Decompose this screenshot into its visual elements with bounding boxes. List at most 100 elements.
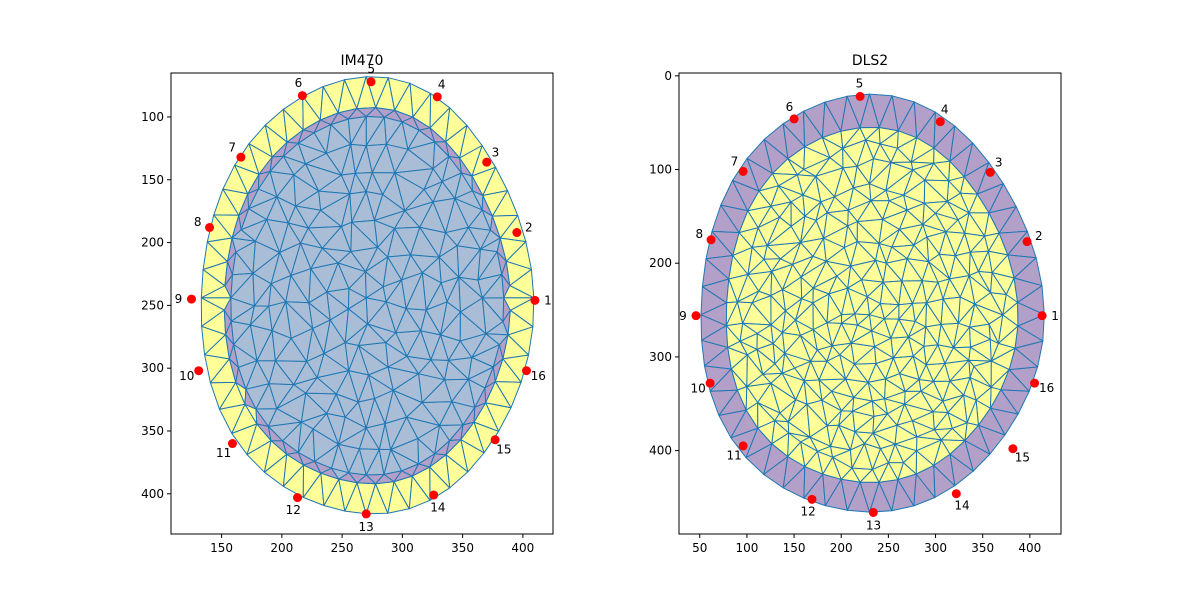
x-tick-label: 350 bbox=[971, 541, 994, 555]
electrode-label: 3 bbox=[492, 146, 500, 160]
y-tick-label: 350 bbox=[141, 424, 164, 438]
electrode-label: 12 bbox=[286, 503, 301, 517]
electrode-label: 2 bbox=[525, 220, 533, 234]
x-tick-label: 250 bbox=[877, 541, 900, 555]
electrode-label: 16 bbox=[1039, 381, 1054, 395]
x-tick-label: 300 bbox=[924, 541, 947, 555]
electrode-label: 7 bbox=[731, 155, 739, 169]
x-tick-label: 200 bbox=[270, 541, 293, 555]
electrode-marker bbox=[738, 441, 748, 451]
y-tick-label: 200 bbox=[141, 236, 164, 250]
subplot-im470: 150 200 250 300 350 400 100 150 200 250 300 350 400 I… bbox=[141, 53, 554, 555]
mesh-triangle bbox=[358, 323, 387, 346]
electrode-label: 10 bbox=[179, 369, 194, 383]
electrode-label: 16 bbox=[531, 369, 546, 383]
electrode-marker bbox=[293, 493, 303, 503]
electrode-label: 6 bbox=[786, 100, 794, 114]
y-tick-label: 300 bbox=[649, 350, 672, 364]
electrode-marker bbox=[490, 435, 500, 445]
electrode-marker bbox=[521, 366, 531, 376]
electrode-label: 12 bbox=[800, 505, 815, 519]
electrode-marker bbox=[868, 507, 878, 517]
x-tick-label: 50 bbox=[692, 541, 707, 555]
electrode-marker bbox=[951, 489, 961, 499]
electrode-marker bbox=[935, 117, 945, 127]
electrode-marker bbox=[855, 91, 865, 101]
y-tick-label: 300 bbox=[141, 361, 164, 375]
electrode-marker bbox=[789, 114, 799, 124]
subplot-dls2: 50 100 150 200 250 300 350 400 0 100 200 300 400 DLS2… bbox=[649, 53, 1062, 555]
electrode-label: 7 bbox=[228, 141, 236, 155]
electrode-label: 11 bbox=[216, 446, 231, 460]
electrode-label: 4 bbox=[438, 78, 446, 92]
electrode-marker bbox=[1008, 444, 1018, 454]
electrode-label: 13 bbox=[359, 520, 374, 534]
y-tick-label: 100 bbox=[141, 110, 164, 124]
electrode-marker bbox=[1037, 311, 1047, 321]
y-tick-label: 100 bbox=[649, 163, 672, 177]
electrode-label: 1 bbox=[544, 294, 552, 308]
electrode-marker bbox=[482, 157, 492, 167]
electrode-marker bbox=[705, 378, 715, 388]
electrode-marker bbox=[691, 311, 701, 321]
electrode-marker bbox=[807, 494, 817, 504]
electrode-marker bbox=[706, 235, 716, 245]
x-tick-label: 300 bbox=[391, 541, 414, 555]
mesh bbox=[200, 76, 535, 515]
axes-frame bbox=[170, 72, 554, 535]
x-tick-label: 250 bbox=[331, 541, 354, 555]
electrode-label: 9 bbox=[679, 309, 687, 323]
electrode-marker bbox=[530, 295, 540, 305]
electrode-label: 5 bbox=[367, 62, 375, 76]
x-tick-label: 400 bbox=[1018, 541, 1041, 555]
chart-title: IM470 bbox=[341, 53, 384, 69]
electrode-label: 15 bbox=[1015, 451, 1030, 465]
electrode-marker bbox=[432, 92, 442, 102]
electrode-label: 5 bbox=[856, 76, 864, 90]
electrode-label: 4 bbox=[941, 103, 949, 117]
electrode-marker bbox=[738, 166, 748, 176]
electrode-marker bbox=[1030, 378, 1040, 388]
chart-title: DLS2 bbox=[852, 53, 888, 69]
electrode-marker bbox=[1022, 237, 1032, 247]
axes-frame bbox=[678, 72, 1062, 535]
electrode-marker bbox=[361, 509, 371, 519]
electrode-label: 8 bbox=[695, 227, 703, 241]
x-tick-label: 150 bbox=[783, 541, 806, 555]
x-tick-label: 100 bbox=[735, 541, 758, 555]
electrode-marker bbox=[205, 223, 215, 233]
y-tick-label: 400 bbox=[649, 444, 672, 458]
electrode-marker bbox=[186, 294, 196, 304]
electrode-label: 3 bbox=[995, 155, 1003, 169]
electrode-label: 10 bbox=[691, 381, 706, 395]
mesh-triangle bbox=[365, 271, 384, 299]
electrode-label: 1 bbox=[1051, 309, 1059, 323]
mesh bbox=[700, 93, 1045, 513]
electrode-label: 9 bbox=[175, 292, 183, 306]
electrode-marker bbox=[227, 439, 237, 449]
electrode-label: 15 bbox=[496, 442, 511, 456]
electrode-label: 14 bbox=[954, 498, 969, 512]
mesh-triangle bbox=[866, 296, 881, 316]
y-tick-label: 250 bbox=[141, 298, 164, 312]
y-tick-label: 150 bbox=[141, 173, 164, 187]
electrode-marker bbox=[236, 152, 246, 162]
x-tick-label: 200 bbox=[830, 541, 853, 555]
x-tick-label: 150 bbox=[210, 541, 233, 555]
electrode-label: 11 bbox=[726, 448, 741, 462]
electrode-label: 14 bbox=[430, 500, 445, 514]
electrode-label: 13 bbox=[866, 518, 881, 532]
electrode-marker bbox=[366, 77, 376, 87]
electrode-label: 2 bbox=[1035, 229, 1043, 243]
electrode-marker bbox=[512, 228, 522, 238]
x-tick-label: 350 bbox=[451, 541, 474, 555]
electrode-marker bbox=[297, 91, 307, 101]
y-tick-label: 200 bbox=[649, 256, 672, 270]
electrode-marker bbox=[985, 167, 995, 177]
y-tick-label: 400 bbox=[141, 487, 164, 501]
electrode-marker bbox=[429, 490, 439, 500]
electrode-label: 6 bbox=[295, 76, 303, 90]
